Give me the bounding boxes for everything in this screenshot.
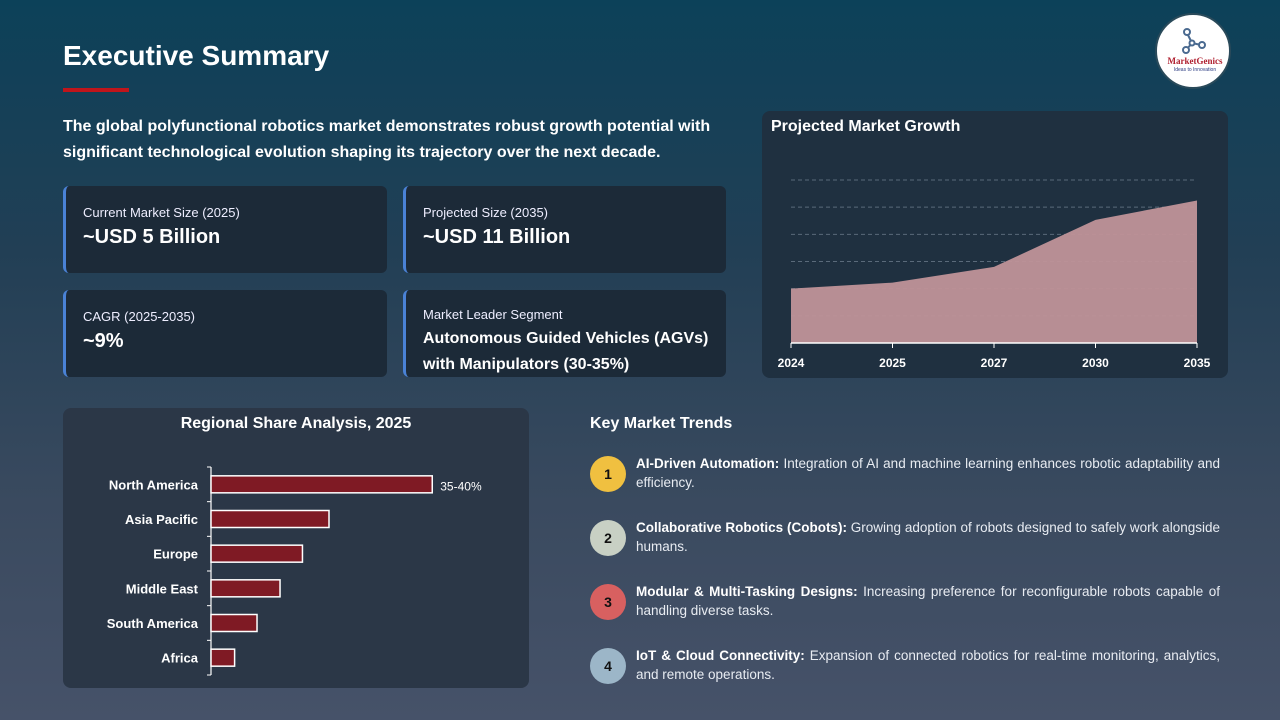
trend-title: Collaborative Robotics (Cobots): <box>636 520 847 535</box>
category-label: Africa <box>161 651 199 666</box>
metric-card-current-size: Current Market Size (2025) ~USD 5 Billio… <box>63 186 387 273</box>
trend-item: 3 Modular & Multi-Tasking Designs: Increa… <box>590 582 1220 620</box>
trend-text: Collaborative Robotics (Cobots): Growing… <box>636 518 1220 556</box>
category-label: South America <box>107 616 199 631</box>
bar <box>210 613 258 633</box>
intro-text: The global polyfunctional robotics marke… <box>63 118 711 161</box>
category-label: Europe <box>153 547 198 562</box>
metric-value: ~USD 5 Billion <box>83 226 221 248</box>
trend-text: Modular & Multi-Tasking Designs: Increas… <box>636 582 1220 620</box>
metric-card-leader-segment: Market Leader Segment Autonomous Guided … <box>403 290 726 377</box>
metric-label: CAGR (2025-2035) <box>83 309 195 324</box>
x-tick-label: 2027 <box>981 356 1008 370</box>
x-tick-label: 2035 <box>1184 356 1211 370</box>
svg-text:MarketGenics: MarketGenics <box>1168 56 1223 66</box>
svg-text:Ideas to Innovation: Ideas to Innovation <box>1174 67 1216 73</box>
trend-item: 4 IoT & Cloud Connectivity: Expansion of … <box>590 646 1220 684</box>
page-title: Executive Summary <box>63 40 330 71</box>
x-tick-label: 2024 <box>778 356 805 370</box>
chart-title: Projected Market Growth <box>771 118 961 135</box>
bar <box>210 544 304 563</box>
trend-text: IoT & Cloud Connectivity: Expansion of c… <box>636 646 1220 684</box>
metric-card-cagr: CAGR (2025-2035) ~9% <box>63 290 387 377</box>
bar <box>210 579 281 598</box>
trend-number-badge: 2 <box>590 520 626 556</box>
area-series <box>791 200 1197 343</box>
trend-number-badge: 3 <box>590 584 626 620</box>
metric-value: ~USD 11 Billion <box>423 226 571 248</box>
trend-description: Expansion of connected robotics for real… <box>636 648 1220 682</box>
trend-description: Growing adoption of robots designed to s… <box>636 520 1220 554</box>
trend-title: Modular & Multi-Tasking Designs: <box>636 584 858 599</box>
data-label: 35-40% <box>440 479 482 493</box>
trend-number-badge: 1 <box>590 456 626 492</box>
trend-item: 2 Collaborative Robotics (Cobots): Growin… <box>590 518 1220 556</box>
marketgenics-logo: MarketGenics Ideas to Innovation <box>1155 13 1231 89</box>
metric-label: Current Market Size (2025) <box>83 205 240 220</box>
category-label: North America <box>109 477 199 492</box>
trend-item: 1 AI-Driven Automation: Integration of AI… <box>590 454 1220 492</box>
chart-title: Regional Share Analysis, 2025 <box>180 415 412 432</box>
trend-title: AI-Driven Automation: <box>636 456 780 471</box>
x-tick-label: 2025 <box>879 356 906 370</box>
metric-value: ~9% <box>83 330 124 352</box>
bar <box>210 509 330 529</box>
trend-number-badge: 4 <box>590 648 626 684</box>
trend-description: Integration of AI and machine learning e… <box>636 456 1220 490</box>
trend-title: IoT & Cloud Connectivity: <box>636 648 805 663</box>
bar <box>210 648 236 667</box>
trend-description: Increasing preference for reconfigurable… <box>636 584 1220 618</box>
x-tick-label: 2030 <box>1082 356 1109 370</box>
metric-label: Projected Size (2035) <box>423 205 549 220</box>
trends-title: Key Market Trends <box>590 415 733 432</box>
metric-label: Market Leader Segment <box>423 307 563 322</box>
trend-text: AI-Driven Automation: Integration of AI … <box>636 454 1220 492</box>
metric-card-projected-size: Projected Size (2035) ~USD 11 Billion <box>403 186 726 273</box>
metric-value: Autonomous Guided Vehicles (AGVs) with M… <box>423 330 709 373</box>
category-label: Asia Pacific <box>125 512 198 527</box>
bar <box>210 475 433 494</box>
title-underline <box>63 88 129 92</box>
category-label: Middle East <box>126 581 199 596</box>
